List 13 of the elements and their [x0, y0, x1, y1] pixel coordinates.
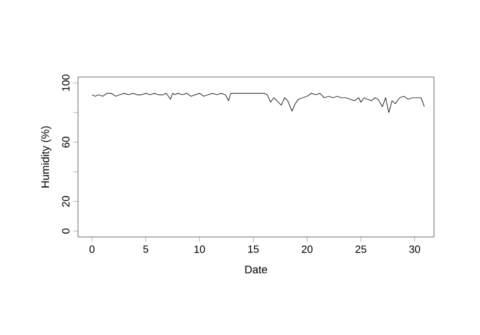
x-tick-label: 25: [356, 246, 366, 253]
y-tick-label: 60: [62, 136, 70, 148]
x-tick-label: 20: [302, 246, 312, 253]
y-tick-label: 20: [62, 196, 70, 207]
x-tick-label: 0: [89, 246, 94, 253]
y-tick-label: 100: [62, 74, 70, 91]
x-tick-label: 30: [409, 246, 420, 253]
x-tick-label: 5: [143, 246, 148, 253]
x-tick-label: 10: [194, 246, 205, 253]
y-tick-label: 0: [62, 228, 70, 234]
x-axis-title: Date: [245, 266, 268, 274]
x-tick-label: 15: [248, 246, 259, 253]
y-axis-title: Humidity (%): [41, 126, 52, 188]
